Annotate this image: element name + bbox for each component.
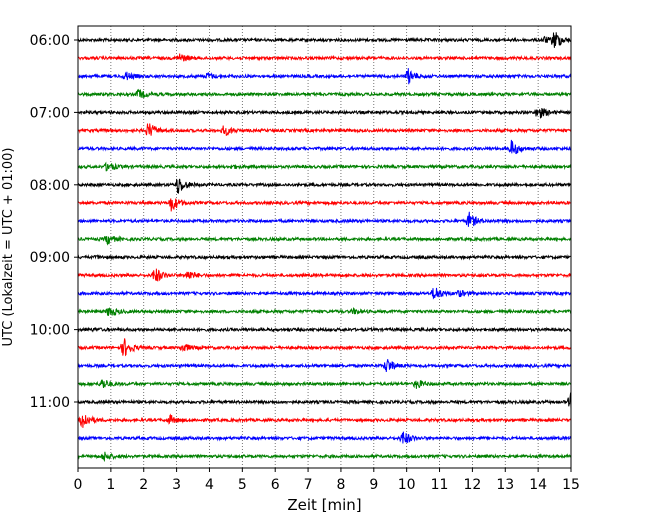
trace-line bbox=[78, 451, 571, 463]
x-tick-label: 9 bbox=[369, 477, 378, 493]
trace-line bbox=[78, 211, 571, 227]
y-axis-title: UTC (Lokalzeit = UTC + 01:00) bbox=[1, 148, 16, 347]
x-tick-label: 5 bbox=[238, 477, 247, 493]
x-tick-label: 14 bbox=[529, 477, 547, 493]
x-tick-label: 2 bbox=[139, 477, 148, 493]
trace-line bbox=[78, 198, 571, 212]
trace-line bbox=[78, 392, 571, 409]
trace-line bbox=[78, 235, 571, 246]
y-tick-label: 07:00 bbox=[30, 105, 70, 121]
plot-frame bbox=[77, 25, 572, 469]
trace-line bbox=[78, 32, 571, 48]
y-tick-label: 08:00 bbox=[30, 178, 70, 194]
x-tick-label: 12 bbox=[463, 477, 481, 493]
trace-line bbox=[78, 68, 571, 85]
trace-line bbox=[78, 88, 571, 99]
trace-line bbox=[78, 326, 571, 333]
trace-line bbox=[78, 53, 571, 62]
x-tick-label: 13 bbox=[496, 477, 514, 493]
trace-line bbox=[78, 379, 571, 389]
x-tick-label: 11 bbox=[431, 477, 449, 493]
y-tick-label: 09:00 bbox=[30, 250, 70, 266]
x-tick-label: 1 bbox=[106, 477, 115, 493]
y-axis-ticks: 06:00 07:00 08:00 09:00 10:00 11:00 bbox=[30, 33, 78, 411]
x-tick-label: 0 bbox=[74, 477, 83, 493]
x-tick-label: 3 bbox=[172, 477, 181, 493]
x-tick-label: 15 bbox=[562, 477, 580, 493]
trace-line bbox=[78, 287, 571, 300]
trace-line bbox=[78, 307, 571, 317]
y-tick-label: 10:00 bbox=[30, 323, 70, 339]
trace-line bbox=[78, 431, 571, 444]
trace-line bbox=[78, 139, 571, 155]
trace-line bbox=[78, 413, 571, 428]
trace-line bbox=[78, 178, 571, 194]
x-axis-title: Zeit [min] bbox=[287, 496, 361, 514]
trace-line bbox=[78, 107, 571, 119]
y-tick-label: 06:00 bbox=[30, 33, 70, 49]
trace-lines bbox=[78, 32, 571, 463]
x-tick-label: 6 bbox=[271, 477, 280, 493]
trace-line bbox=[78, 161, 571, 172]
trace-line bbox=[78, 123, 571, 136]
x-tick-label: 7 bbox=[304, 477, 313, 493]
x-axis-ticks: 0 1 2 3 4 5 6 7 8 9 10 11 12 13 14 15 bbox=[74, 468, 580, 493]
y-tick-label: 11:00 bbox=[30, 395, 70, 411]
x-tick-label: 10 bbox=[398, 477, 416, 493]
trace-line bbox=[78, 359, 571, 373]
x-tick-label: 8 bbox=[336, 477, 345, 493]
x-tick-label: 4 bbox=[205, 477, 214, 493]
trace-line bbox=[78, 253, 571, 261]
trace-line bbox=[78, 338, 571, 357]
trace-line bbox=[78, 268, 571, 282]
